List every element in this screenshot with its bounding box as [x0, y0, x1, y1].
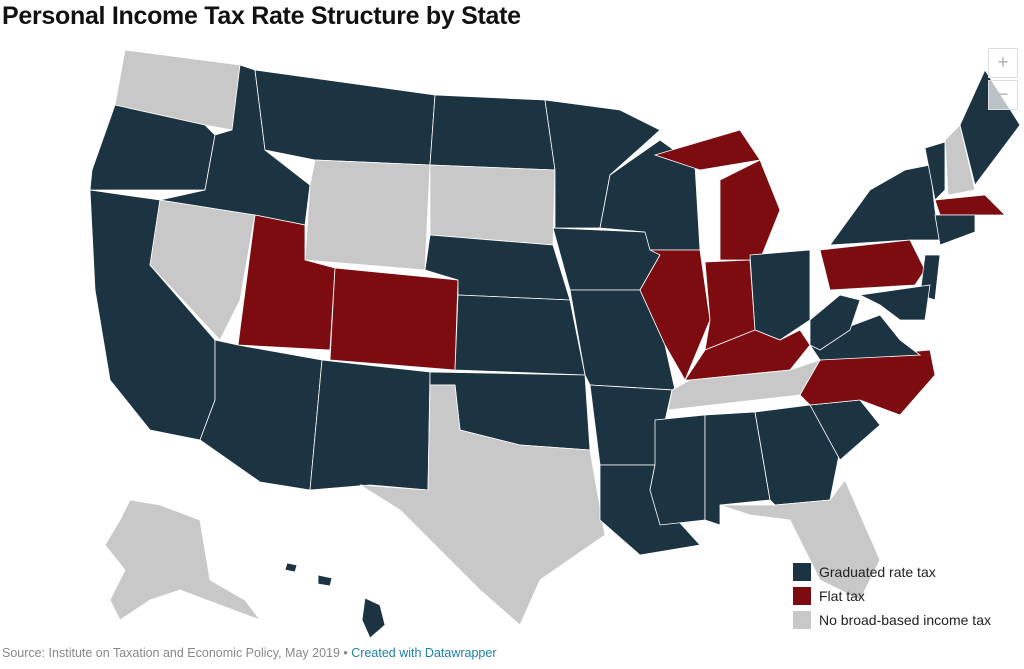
state[interactable]: [639, 249, 711, 381]
state[interactable]: [454, 294, 586, 376]
legend-swatch: [793, 611, 811, 629]
state[interactable]: [284, 562, 298, 573]
legend-item: Graduated rate tax: [793, 560, 991, 584]
footer: Source: Institute on Taxation and Econom…: [2, 646, 497, 660]
state[interactable]: [924, 141, 946, 201]
legend-label: Graduated rate tax: [819, 564, 936, 580]
state[interactable]: [104, 499, 262, 621]
state[interactable]: [304, 159, 431, 271]
legend: Graduated rate tax Flat tax No broad-based…: [793, 560, 991, 632]
state[interactable]: [829, 164, 941, 246]
state[interactable]: [934, 194, 1006, 216]
state[interactable]: [934, 214, 976, 246]
state[interactable]: [858, 284, 931, 321]
state[interactable]: [429, 94, 556, 171]
zoom-in-button[interactable]: +: [988, 48, 1018, 78]
legend-label: No broad-based income tax: [819, 612, 991, 628]
state[interactable]: [749, 249, 811, 341]
source: Source: Institute on Taxation and Econom…: [2, 646, 340, 660]
legend-item: Flat tax: [793, 584, 991, 608]
state[interactable]: [429, 164, 556, 246]
separator: •: [343, 646, 348, 660]
legend-label: Flat tax: [819, 588, 865, 604]
state[interactable]: [649, 414, 706, 526]
state[interactable]: [359, 384, 606, 626]
title: Personal Income Tax Rate Structure by St…: [2, 2, 521, 30]
state[interactable]: [254, 69, 436, 166]
credit-link[interactable]: Created with Datawrapper: [351, 646, 497, 660]
state[interactable]: [809, 294, 861, 351]
state[interactable]: [309, 359, 431, 491]
state[interactable]: [199, 339, 323, 491]
state[interactable]: [719, 159, 781, 261]
zoom-out-button[interactable]: −: [988, 80, 1018, 110]
state[interactable]: [552, 227, 661, 291]
legend-item: No broad-based income tax: [793, 608, 991, 632]
state[interactable]: [719, 479, 881, 601]
state[interactable]: [959, 69, 1021, 186]
state[interactable]: [819, 239, 926, 291]
legend-swatch: [793, 563, 811, 581]
state[interactable]: [329, 267, 459, 371]
legend-swatch: [793, 587, 811, 605]
state[interactable]: [944, 124, 976, 196]
state[interactable]: [361, 597, 386, 639]
state[interactable]: [317, 574, 333, 587]
